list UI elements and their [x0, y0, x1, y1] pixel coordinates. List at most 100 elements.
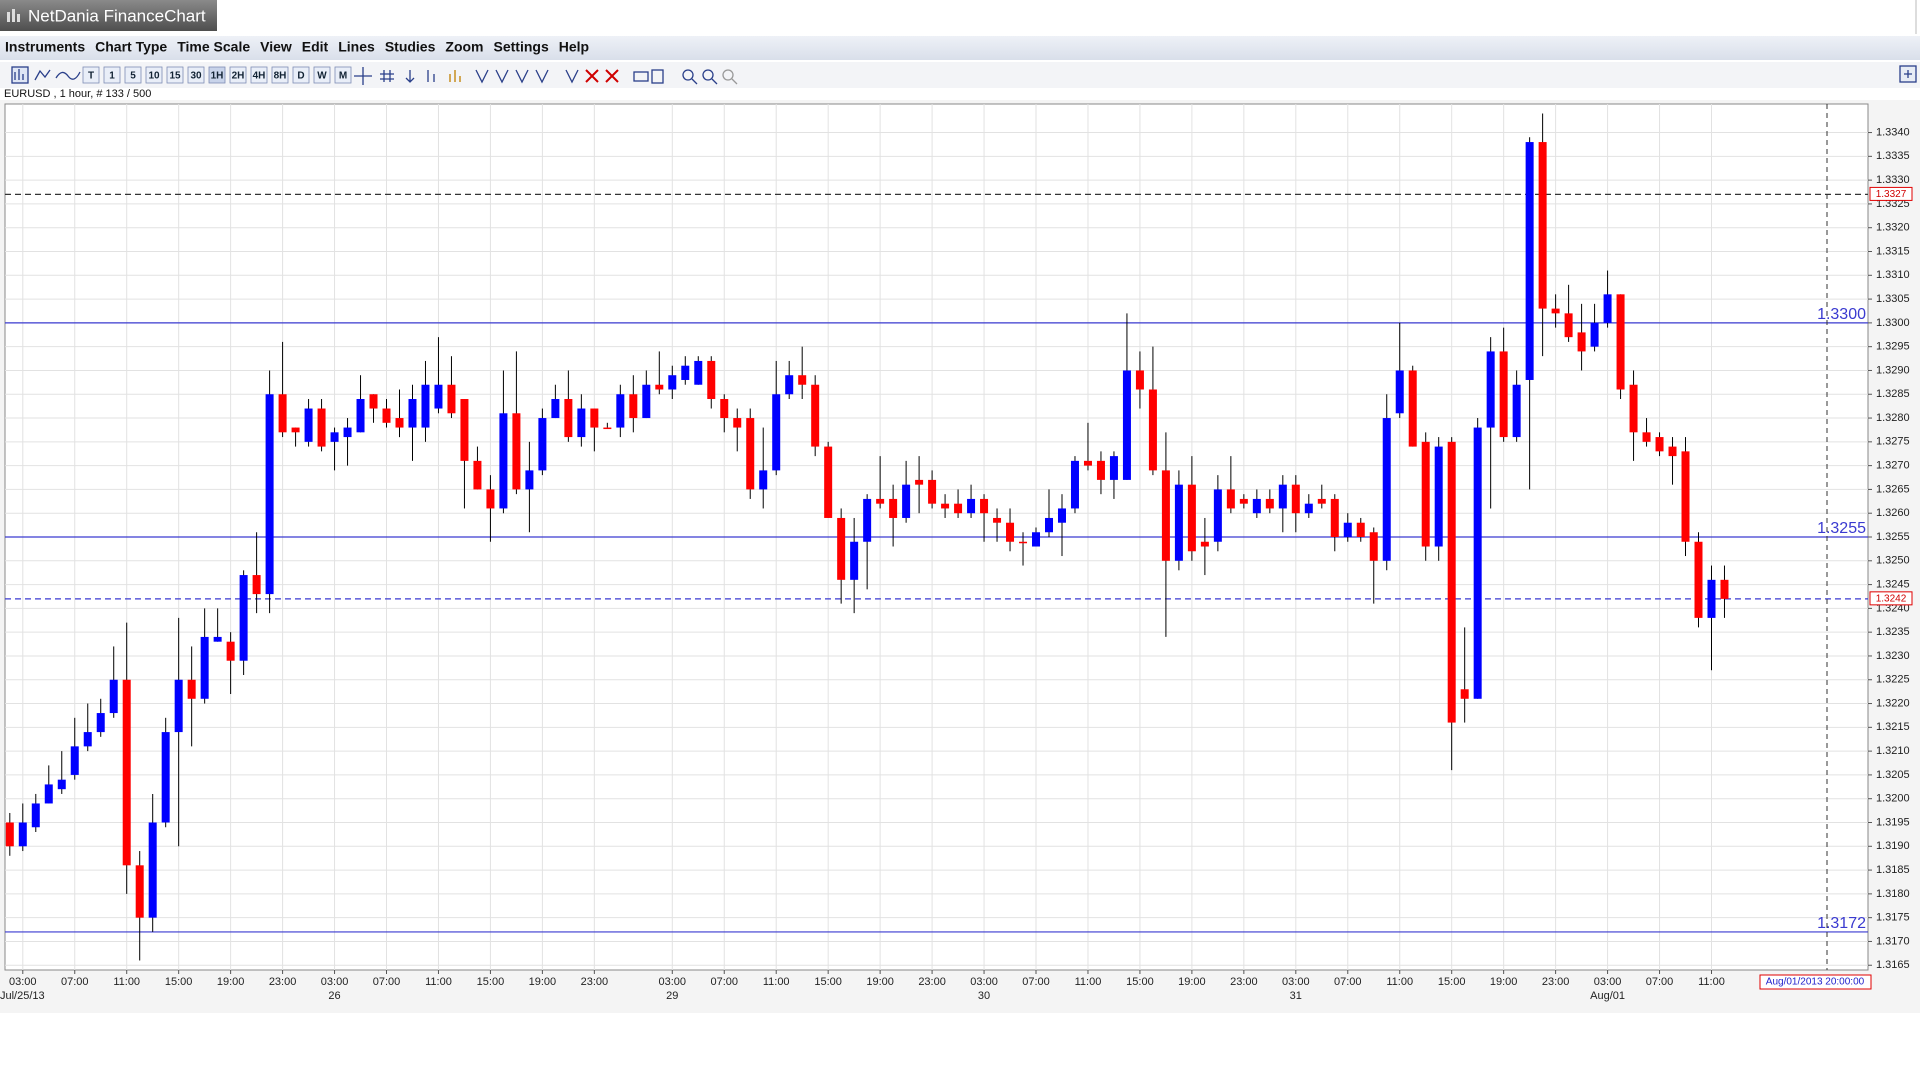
x-tick-label: 19:00: [1490, 976, 1518, 988]
candle-body: [1317, 498, 1326, 504]
toolbar-button[interactable]: 4H: [253, 71, 266, 82]
x-tick-label: 07:00: [1646, 976, 1674, 988]
price-marker-box: [1869, 591, 1913, 606]
x-tick-label: 19:00: [866, 976, 894, 988]
menu: Instruments Chart Type Time Scale View Edit L…: [5, 39, 589, 55]
candle-body: [1161, 470, 1170, 561]
toolbar-button-frame[interactable]: [313, 66, 331, 84]
toolbar-button[interactable]: T: [88, 71, 94, 82]
candle-body: [1239, 498, 1248, 504]
candle-body: [1330, 498, 1339, 537]
toolbar-button-frame[interactable]: [271, 66, 289, 84]
candle-body: [135, 865, 144, 918]
toolbar-button[interactable]: 1: [109, 71, 115, 82]
toolbar-button[interactable]: 30: [190, 71, 202, 82]
menu-item[interactable]: Studies: [385, 39, 436, 55]
candle-body: [161, 732, 170, 823]
candle-body: [993, 517, 1002, 523]
candle-body: [1499, 351, 1508, 438]
y-tick-label: 1.3320: [1876, 222, 1910, 234]
candle-body: [499, 413, 508, 509]
candle-body: [551, 399, 560, 419]
toolbar-button[interactable]: 8H: [274, 71, 287, 82]
candle-body: [174, 679, 183, 733]
toolbar-button[interactable]: 5: [130, 71, 136, 82]
x-tick-label: 15:00: [165, 976, 193, 988]
candle-body: [1032, 532, 1041, 547]
candle-body: [603, 427, 612, 430]
x-tick-label: 23:00: [1230, 976, 1258, 988]
candle-body: [239, 575, 248, 661]
y-tick-label: 1.3275: [1876, 436, 1910, 448]
candle-body: [655, 384, 664, 390]
candle-body: [1070, 460, 1079, 509]
candle-body: [668, 375, 677, 390]
toolbar-button[interactable]: M: [339, 71, 347, 82]
menu-item[interactable]: Edit: [302, 39, 329, 55]
candle-body: [759, 470, 768, 490]
toolbar-button-frame[interactable]: [124, 66, 142, 84]
candle-body: [1434, 446, 1443, 547]
x-tick-label: 23:00: [581, 976, 609, 988]
candle-body: [512, 413, 521, 490]
menu-item[interactable]: Time Scale: [177, 39, 250, 55]
y-tick-label: 1.3270: [1876, 460, 1910, 472]
y-tick-label: 1.3335: [1876, 150, 1910, 162]
candle-body: [1590, 322, 1599, 347]
candle-body: [733, 418, 742, 428]
candle-body: [5, 822, 14, 847]
candle-body: [564, 399, 573, 438]
candle-body: [1019, 541, 1028, 544]
candle-body: [590, 408, 599, 428]
candle-body: [1603, 294, 1612, 323]
candle-body: [408, 399, 417, 428]
toolbar-button-frame[interactable]: [250, 66, 268, 84]
candle-body: [1616, 294, 1625, 390]
candle-body: [1174, 484, 1183, 561]
candle-body: [642, 384, 651, 419]
toolbar-button[interactable]: D: [297, 71, 304, 82]
y-tick-label: 1.3215: [1876, 721, 1910, 733]
x-tick-label: 19:00: [529, 976, 557, 988]
toolbar-button-frame[interactable]: [103, 66, 121, 84]
toolbar-icons: [11, 65, 1917, 85]
candle-body: [1720, 579, 1729, 599]
toolbar-button-frame[interactable]: [334, 66, 352, 84]
toolbar-button[interactable]: 1H: [211, 71, 224, 82]
menu-item[interactable]: Instruments: [5, 39, 85, 55]
candle-body: [837, 517, 846, 580]
candle-body: [681, 365, 690, 380]
toolbar-button[interactable]: 15: [169, 71, 181, 82]
candle-body: [525, 470, 534, 490]
menu-item[interactable]: Lines: [338, 39, 375, 55]
timescale-buttons: T 1 5 10 15 30 1H 2H 4H 8H D W M: [82, 66, 352, 84]
candle-body: [356, 399, 365, 433]
candle-body: [343, 427, 352, 438]
toolbar-button[interactable]: 10: [148, 71, 160, 82]
menu-item[interactable]: Help: [559, 39, 589, 55]
timestamp-box: [1759, 974, 1872, 990]
toolbar-button-frame[interactable]: [208, 66, 226, 84]
x-date-label: 30: [978, 990, 990, 1002]
menu-item[interactable]: Settings: [494, 39, 549, 55]
toolbar-button-frame[interactable]: [145, 66, 163, 84]
y-tick-label: 1.3230: [1876, 650, 1910, 662]
x-tick-label: 07:00: [373, 976, 401, 988]
candle-body: [798, 375, 807, 385]
toolbar-button-frame[interactable]: [187, 66, 205, 84]
toolbar-button[interactable]: W: [317, 71, 327, 82]
menu-item[interactable]: Chart Type: [95, 39, 167, 55]
x-tick-label: 23:00: [269, 976, 297, 988]
menu-item[interactable]: View: [260, 39, 292, 55]
menu-item[interactable]: Zoom: [445, 39, 483, 55]
toolbar-button-frame[interactable]: [166, 66, 184, 84]
toolbar-button[interactable]: 2H: [232, 71, 245, 82]
y-tick-label: 1.3260: [1876, 507, 1910, 519]
candle-body: [1200, 541, 1209, 547]
candle-body: [772, 394, 781, 471]
toolbar-button-frame[interactable]: [229, 66, 247, 84]
toolbar-button-frame[interactable]: [292, 66, 310, 84]
candle-body: [1551, 308, 1560, 314]
toolbar-button-frame[interactable]: [82, 66, 100, 84]
